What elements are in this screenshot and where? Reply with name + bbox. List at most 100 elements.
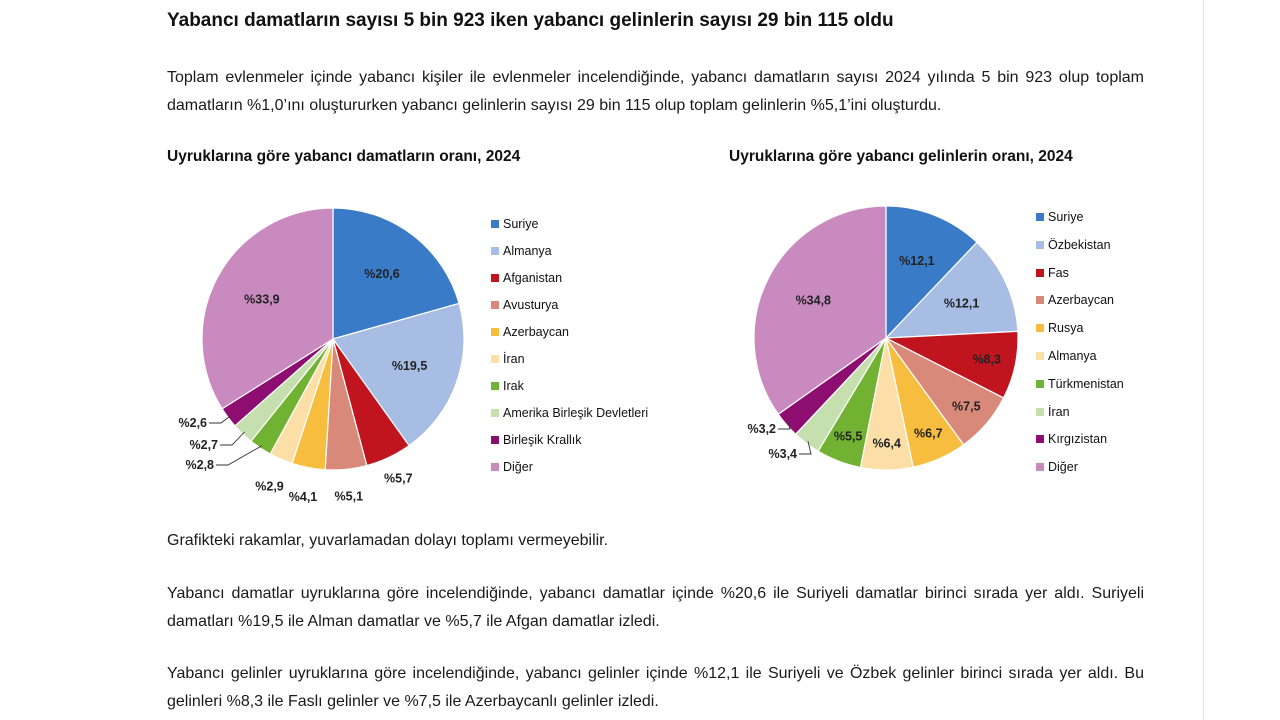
legend-swatch [1036,324,1044,333]
grooms-label-iran: %2,9 [255,480,284,494]
brides-label-azerbaycan: %7,5 [952,400,981,414]
brides-label-kirgizistan: %3,2 [748,422,777,436]
brides-legend-item-ozbekistan: Özbekistan [1036,238,1124,266]
legend-swatch [1036,379,1044,388]
legend-label: Amerika Birleşik Devletleri [503,406,649,420]
grooms-label-birlesik-krallik: %2,6 [179,416,208,430]
brides-legend-item-suriye: Suriye [1036,210,1124,238]
grooms-legend-item-diger: Diğer [491,460,648,487]
legend-swatch [491,301,499,309]
grooms-label-azerbaycan: %4,1 [289,490,318,504]
brides-legend-item-rusya: Rusya [1036,321,1124,349]
grooms-label-irak: %2,8 [186,458,215,472]
brides-label-diger: %34,8 [796,293,831,307]
brides-paragraph: Yabancı gelinler uyruklarına göre incele… [167,665,1144,710]
brides-legend-item-kirgizistan: Kırgızistan [1036,432,1124,460]
legend-label: Afganistan [503,271,563,285]
grooms-leader-irak [216,445,263,466]
legend-label: Avusturya [503,298,559,312]
grooms-label-suriye: %20,6 [364,267,399,281]
grooms-label-afganistan: %5,7 [384,472,413,486]
legend-label: Özbekistan [1048,237,1111,252]
intro-paragraph: Toplam evlenmeler içinde yabancı kişiler… [167,69,1144,114]
legend-label: Almanya [1048,348,1097,363]
grooms-leader-amerika-birlesik-devletleri [220,431,245,446]
grooms-chart-title: Uyruklarına göre yabancı damatların oran… [167,148,521,165]
legend-label: Fas [1048,265,1069,280]
grooms-legend-item-almanya: Almanya [491,244,648,271]
rounding-note: Grafikteki rakamlar, yuvarlamadan dolayı… [167,532,609,549]
legend-swatch [491,247,499,255]
legend-label: Türkmenistan [1048,376,1124,391]
brides-label-fas: %8,3 [972,353,1001,367]
legend-label: Irak [503,379,524,393]
grooms-legend-item-suriye: Suriye [491,217,648,244]
grooms-slice-suriye [332,207,460,340]
brides-label-turkmenistan: %5,5 [834,430,863,444]
brides-legend-item-fas: Fas [1036,266,1124,294]
legend-label: İran [503,352,525,366]
legend-swatch [491,355,499,363]
grooms-legend-item-afganistan: Afganistan [491,271,648,298]
legend-label: Azerbaycan [503,325,570,339]
brides-label-almanya: %6,4 [872,437,901,451]
legend-label: Birleşik Krallık [503,433,582,447]
headline: Yabancı damatların sayısı 5 bin 923 iken… [167,10,894,31]
brides-label-ozbekistan: %12,1 [944,296,979,310]
legend-swatch [1036,463,1044,472]
legend-swatch [1036,296,1044,305]
grooms-legend-item-avusturya: Avusturya [491,298,648,325]
legend-swatch [1036,240,1044,249]
legend-swatch [491,409,499,417]
brides-leader-kirgizistan [778,422,791,430]
brides-slice-ozbekistan [884,241,1019,339]
legend-swatch [1036,268,1044,277]
grooms-label-almanya: %19,5 [392,359,427,373]
legend-swatch [491,274,499,282]
page-edge-divider [1203,0,1204,720]
legend-swatch [491,220,499,228]
grooms-paragraph: Yabancı damatlar uyruklarına göre incele… [167,585,1144,630]
legend-label: Diğer [503,460,533,474]
grooms-slice-almanya [332,302,465,447]
brides-slice-suriye [885,205,978,340]
legend-swatch [491,382,499,390]
brides-leader-iran [799,441,812,455]
brides-label-rusya: %6,7 [914,426,943,440]
grooms-leader-birlesik-krallik [209,415,231,424]
brides-legend-item-diger: Diğer [1036,460,1124,488]
brides-label-suriye: %12,1 [899,254,934,268]
brides-chart-title: Uyruklarına göre yabancı gelinlerin oran… [729,148,1073,165]
legend-swatch [1036,213,1044,221]
legend-swatch [491,328,499,336]
legend-swatch [1036,407,1044,416]
brides-legend: Suriye Özbekistan Fas Azerbaycan Rusya Almany… [1036,210,1124,488]
legend-swatch [491,436,499,444]
legend-label: Rusya [1048,321,1084,336]
legend-label: Suriye [1048,210,1084,224]
legend-label: Almanya [503,244,552,258]
grooms-label-avusturya: %5,1 [335,489,364,503]
brides-legend-item-turkmenistan: Türkmenistan [1036,377,1124,405]
grooms-label-diger: %33,9 [244,293,279,307]
grooms-legend-item-azerbaycan: Azerbaycan [491,325,648,352]
brides-slice-diger [753,205,887,416]
grooms-legend-item-irak: Irak [491,379,648,406]
legend-swatch [1036,435,1044,444]
grooms-legend: Suriye Almanya Afganistan Avusturya Azerbayc… [491,217,648,487]
grooms-legend-item-iran: İran [491,352,648,379]
legend-label: Kırgızistan [1048,432,1108,447]
brides-label-iran: %3,4 [769,447,798,461]
grooms-legend-item-birlesik-krallik: Birleşik Krallık [491,433,648,460]
brides-legend-item-iran: İran [1036,405,1124,433]
brides-legend-item-azerbaycan: Azerbaycan [1036,293,1124,321]
legend-label: Diğer [1048,460,1078,475]
legend-label: İran [1048,404,1070,419]
legend-label: Azerbaycan [1048,293,1115,308]
legend-swatch [1036,351,1044,360]
grooms-label-amerika-birlesik-devletleri: %2,7 [190,438,219,452]
legend-swatch [491,463,499,471]
legend-label: Suriye [503,217,539,231]
